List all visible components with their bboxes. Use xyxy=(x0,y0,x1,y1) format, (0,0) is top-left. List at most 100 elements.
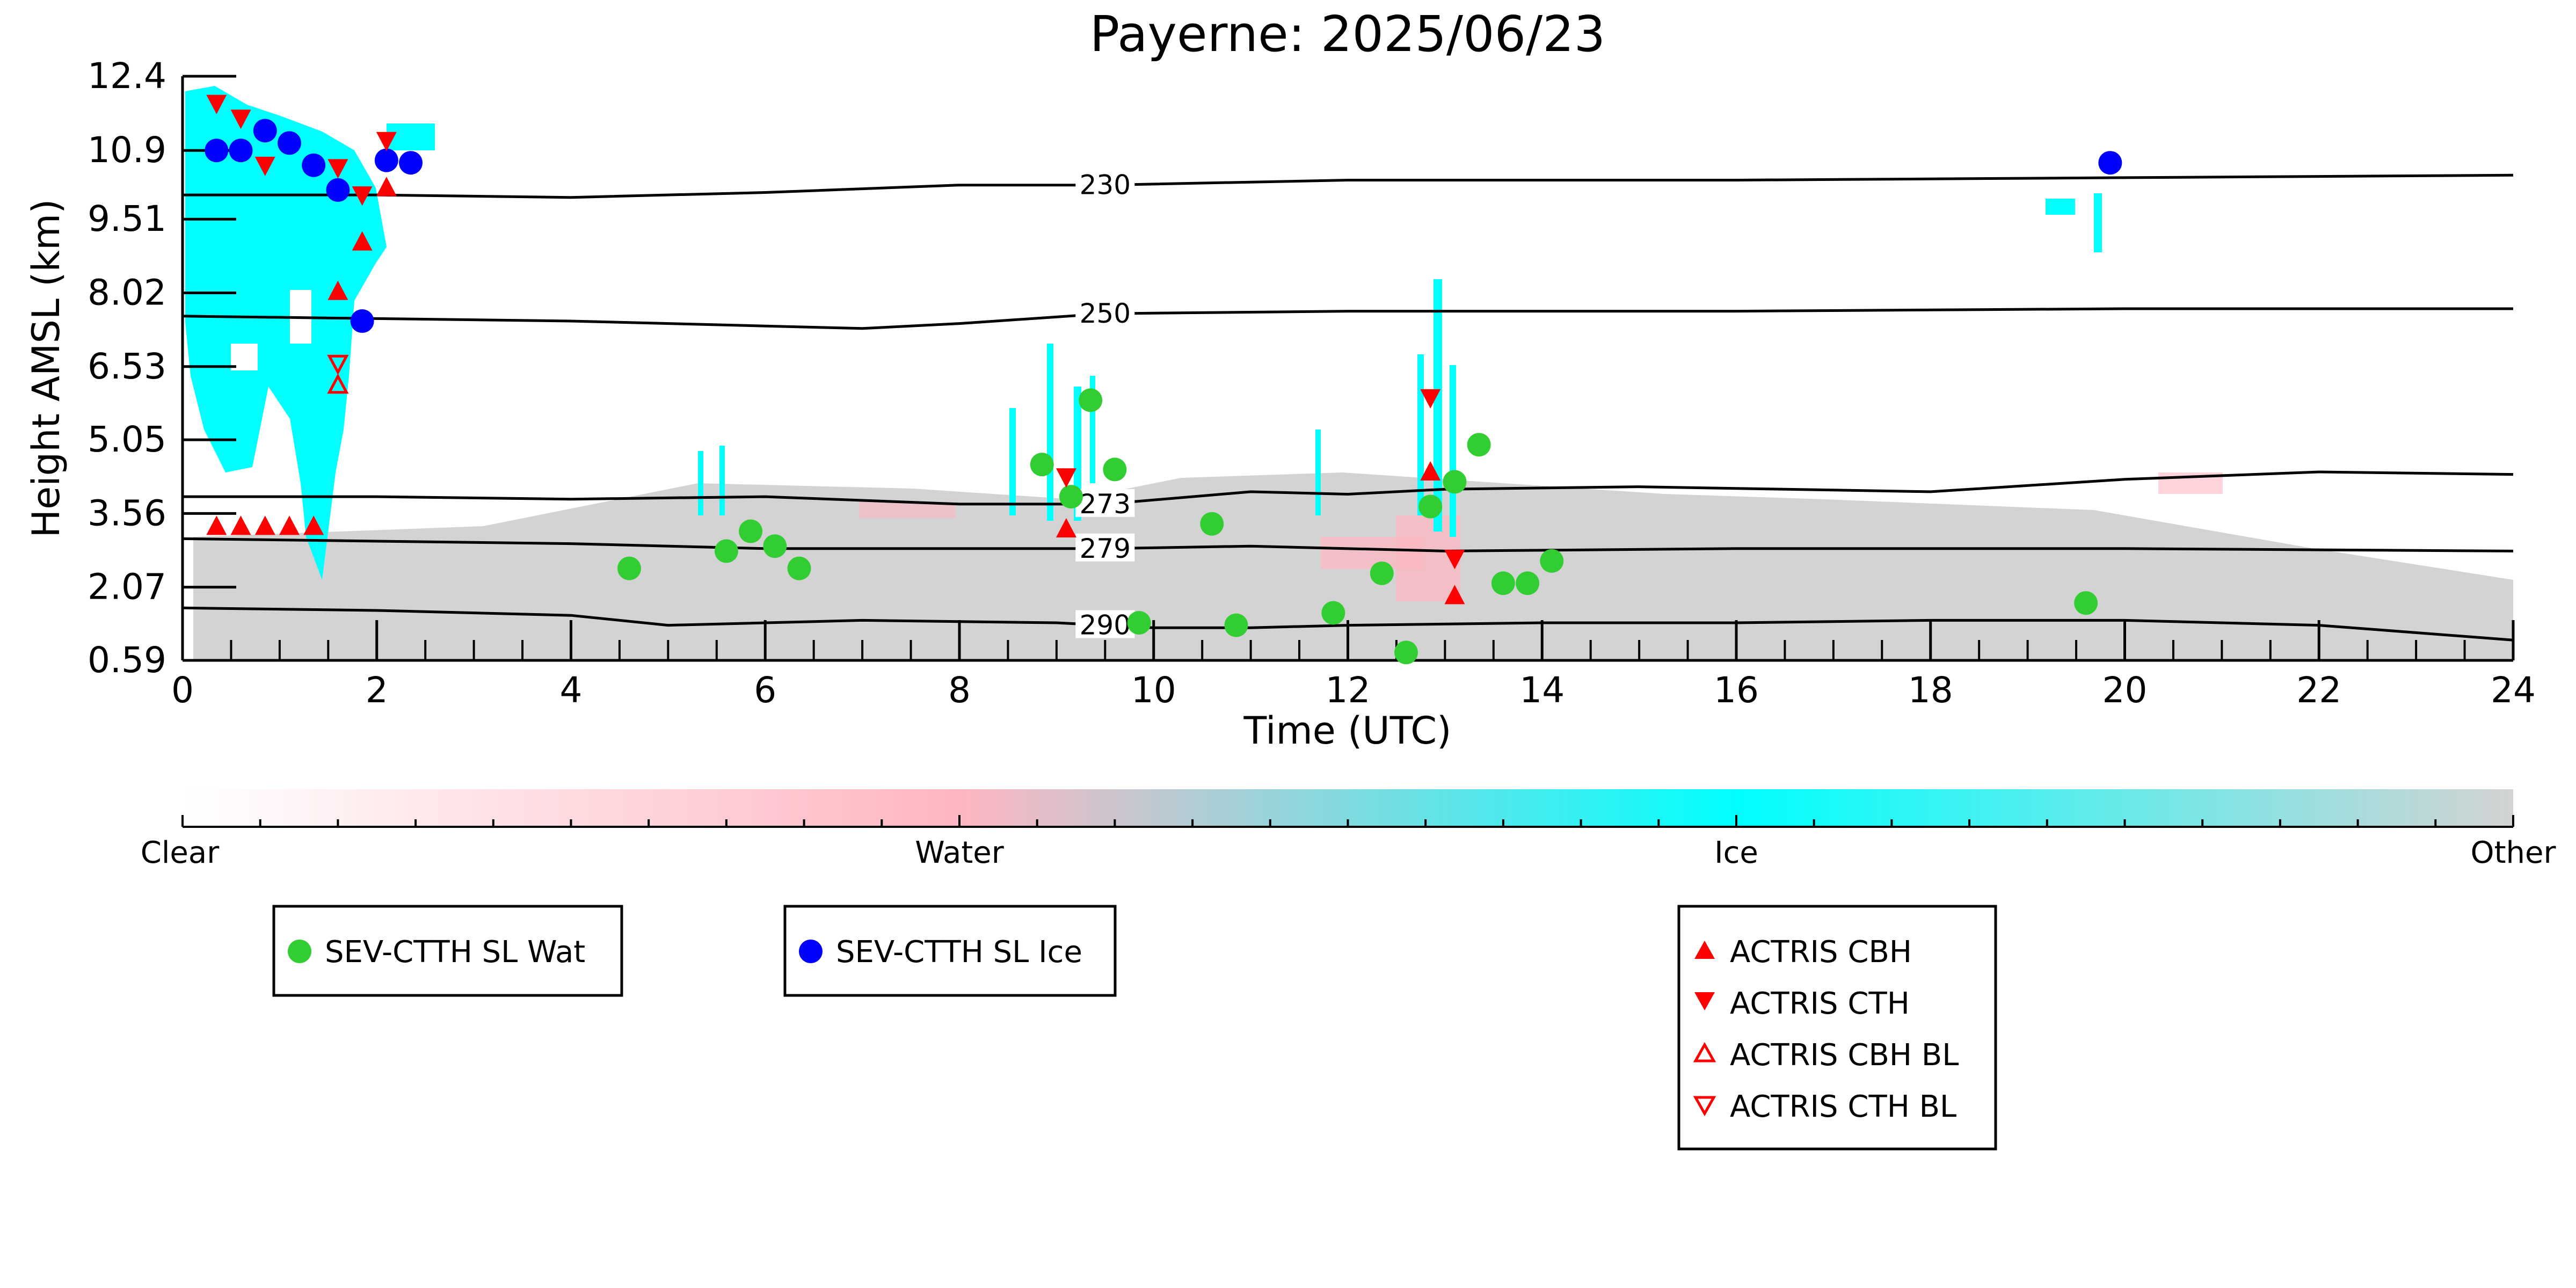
point-sev-ctth-sl-ice xyxy=(350,309,374,333)
point-sev-ctth-sl-wat xyxy=(1540,549,1564,573)
cloud-ice-streak xyxy=(1047,344,1053,521)
point-sev-ctth-sl-ice xyxy=(253,119,277,143)
point-sev-ctth-sl-wat xyxy=(1467,433,1491,457)
point-sev-ctth-sl-wat xyxy=(1127,610,1151,635)
point-actris-cbh xyxy=(1420,461,1441,481)
isoline-label-bg xyxy=(1075,610,1135,638)
point-actris-cth xyxy=(352,186,373,206)
point-sev-ctth-sl-wat xyxy=(1491,571,1515,595)
isoline-label-bg xyxy=(1075,489,1135,517)
point-sev-ctth-sl-wat xyxy=(1059,485,1083,509)
legend-text-actris-cth: ACTRIS CTH xyxy=(1730,986,1910,1021)
isoline-250 xyxy=(182,307,2513,330)
legend-marker-actris-cbh xyxy=(1694,941,1715,959)
colorbar-ticks xyxy=(181,815,2514,827)
cloud-ice-region xyxy=(185,86,387,580)
legend-sev-water: SEV-CTTH SL Wat xyxy=(272,905,623,997)
y-tick-label: 5.05 xyxy=(88,419,166,460)
point-sev-ctth-sl-wat xyxy=(1079,388,1103,412)
point-actris-cbh xyxy=(328,280,348,300)
isoline-label-bg xyxy=(1075,299,1135,327)
colorbar-label-clear: Clear xyxy=(141,835,220,870)
colorbar-label-ice: Ice xyxy=(1714,835,1758,870)
point-sev-ctth-sl-wat xyxy=(787,556,811,580)
point-actris-cbh xyxy=(352,231,373,251)
legend-text-sev-ice: SEV-CTTH SL Ice xyxy=(836,935,1082,970)
x-tick-label: 16 xyxy=(1714,670,1759,711)
cloud-ice-patch xyxy=(2046,199,2075,215)
x-tick-label: 20 xyxy=(2102,670,2148,711)
y-tick-label: 9.51 xyxy=(88,198,166,239)
point-sev-ctth-sl-wat xyxy=(1200,512,1224,536)
y-tick-label: 12.4 xyxy=(88,55,166,97)
x-tick-label: 6 xyxy=(754,670,776,711)
chart-title: Payerne: 2025/06/23 xyxy=(1090,5,1605,63)
cloud-ice-patch xyxy=(387,123,435,150)
x-tick-label: 0 xyxy=(171,670,194,711)
cloud-ice-streak xyxy=(698,451,703,515)
point-actris-cbh xyxy=(1056,518,1076,537)
point-sev-ctth-sl-wat xyxy=(617,556,642,580)
y-tick-label: 8.02 xyxy=(88,272,166,314)
cloud-ice-streak xyxy=(1009,408,1016,515)
cloud-ice-streak xyxy=(1450,365,1456,537)
legend-sev-ice: SEV-CTTH SL Ice xyxy=(783,905,1117,997)
colorbar: Clear Water Ice Other xyxy=(141,789,2556,870)
y-tick-label: 2.07 xyxy=(88,566,166,608)
cloud-ice-streak xyxy=(1433,279,1442,532)
x-tick-label: 22 xyxy=(2296,670,2341,711)
point-actris-cbh xyxy=(254,515,275,535)
point-sev-ctth-sl-wat xyxy=(1443,470,1467,494)
cloud-ice-streak xyxy=(1090,376,1095,483)
point-sev-ctth-sl-wat xyxy=(1516,571,1540,595)
point-actris-cth xyxy=(230,110,251,129)
point-sev-ctth-sl-wat xyxy=(763,534,787,558)
x-tick-label: 18 xyxy=(1908,670,1953,711)
legend-marker-sev-water xyxy=(288,940,311,963)
x-tick-label: 10 xyxy=(1131,670,1176,711)
isoline-290 xyxy=(182,606,2514,642)
point-sev-ctth-sl-ice xyxy=(374,148,398,172)
x-tick-label: 2 xyxy=(366,670,388,711)
cloud-ice-streak xyxy=(1315,430,1321,515)
isoline-273 xyxy=(183,470,2514,506)
x-axis-label: Time (UTC) xyxy=(1243,709,1452,753)
cloud-ice-patch xyxy=(2094,193,2102,252)
x-tick-label: 8 xyxy=(948,670,971,711)
point-sev-ctth-sl-ice xyxy=(205,139,229,163)
point-sev-ctth-sl-wat xyxy=(1103,457,1127,482)
point-actris-cth xyxy=(206,94,227,114)
point-actris-cbh xyxy=(206,515,227,535)
temperature-isolines: 230 250 273 279 290 xyxy=(182,170,2514,642)
cloud-ice-streak xyxy=(719,446,725,515)
isoline-label: 250 xyxy=(1080,298,1131,329)
y-tick-label: 10.9 xyxy=(88,129,166,171)
point-sev-ctth-sl-wat xyxy=(1321,601,1345,625)
point-sev-ctth-sl-wat xyxy=(1418,494,1443,519)
point-sev-ctth-sl-wat xyxy=(2074,591,2098,615)
point-sev-ctth-sl-ice xyxy=(229,139,253,163)
point-actris-cth-bl xyxy=(327,354,349,375)
point-actris-cbh xyxy=(303,515,324,535)
point-sev-ctth-sl-wat xyxy=(739,519,763,543)
point-sev-ctth-sl-wat xyxy=(1030,453,1054,477)
isoline-label-bg xyxy=(1075,170,1135,198)
y-tick-label: 0.59 xyxy=(88,639,166,681)
point-sev-ctth-sl-wat xyxy=(714,539,738,563)
legend-text-actris-cbh-bl: ACTRIS CBH BL xyxy=(1730,1038,1959,1073)
point-actris-cth xyxy=(328,159,348,179)
isoline-label-bg xyxy=(1075,533,1135,562)
point-sev-ctth-sl-ice xyxy=(2098,151,2122,175)
y-tick-label: 3.56 xyxy=(88,492,166,534)
x-tick-label: 12 xyxy=(1326,670,1371,711)
x-tick-label: 24 xyxy=(2491,670,2536,711)
isoline-label: 290 xyxy=(1080,610,1131,641)
point-actris-cbh xyxy=(279,515,300,535)
colorbar-label-other: Other xyxy=(2470,835,2556,870)
point-sev-ctth-sl-wat xyxy=(1224,613,1248,637)
legend-actris: ACTRIS CBH ACTRIS CTH ACTRIS CBH BL ACTR… xyxy=(1677,905,1997,1151)
point-actris-cth xyxy=(1444,550,1465,570)
colorbar-label-water: Water xyxy=(915,835,1005,870)
legend-text-sev-water: SEV-CTTH SL Wat xyxy=(325,935,585,970)
